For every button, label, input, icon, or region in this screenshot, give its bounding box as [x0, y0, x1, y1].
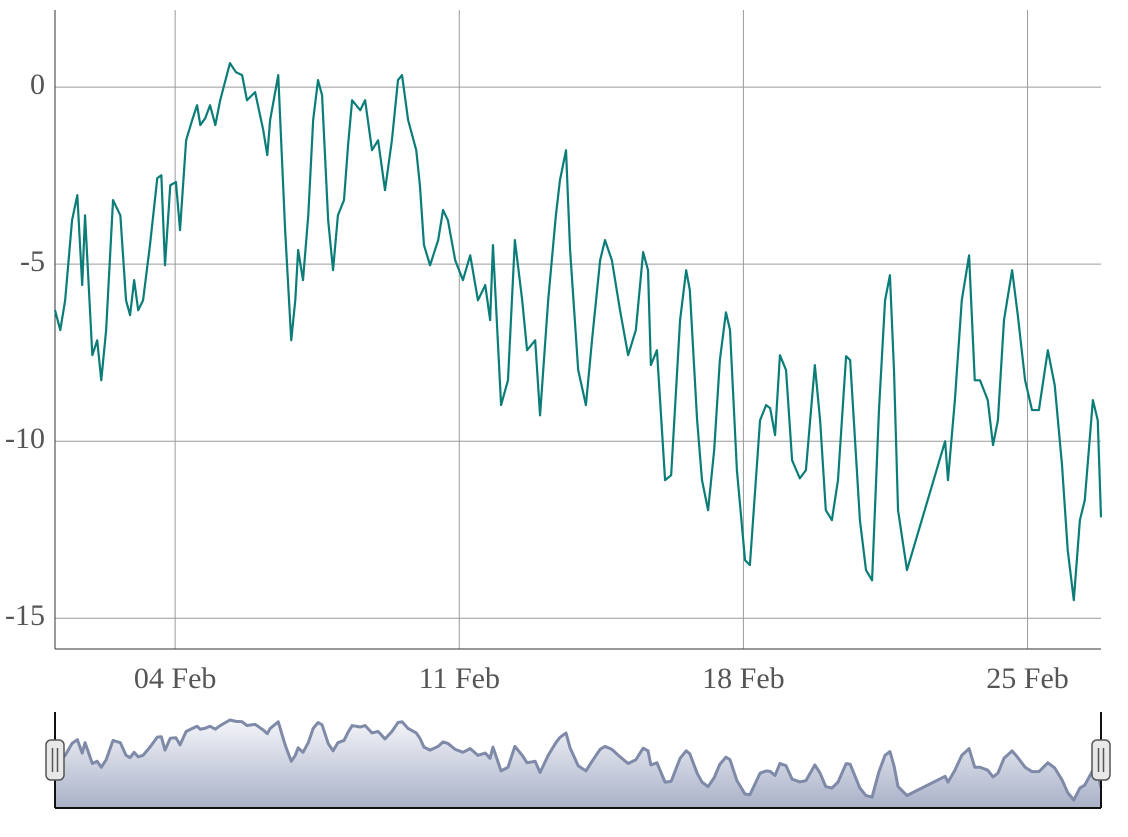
y-tick-label: -5	[20, 245, 45, 278]
data-line	[53, 62, 1103, 602]
x-tick-label: 25 Feb	[986, 662, 1069, 695]
range-selector-handle[interactable]	[45, 739, 65, 781]
range-selector-area	[55, 720, 1101, 808]
x-tick-label: 04 Feb	[134, 662, 217, 695]
range-selector-handle[interactable]	[1091, 739, 1111, 781]
y-tick-label: -15	[5, 599, 45, 632]
handle-body	[45, 739, 65, 781]
handle-body	[1091, 739, 1111, 781]
range-selector-line	[54, 718, 1103, 802]
x-tick-label: 18 Feb	[702, 662, 785, 695]
x-tick-label: 11 Feb	[419, 662, 500, 695]
y-tick-label: 0	[30, 68, 45, 101]
y-tick-label: -10	[5, 422, 45, 455]
